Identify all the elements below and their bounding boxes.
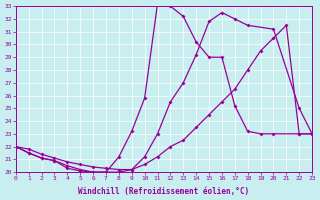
X-axis label: Windchill (Refroidissement éolien,°C): Windchill (Refroidissement éolien,°C) — [78, 187, 250, 196]
